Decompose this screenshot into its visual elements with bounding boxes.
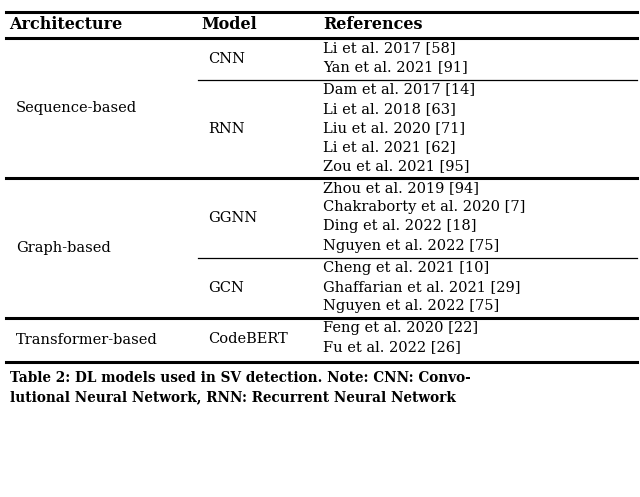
Text: Li et al. 2021 [62]: Li et al. 2021 [62] (323, 140, 456, 154)
Text: Graph-based: Graph-based (16, 241, 111, 255)
Text: RNN: RNN (208, 122, 244, 136)
Text: Zou et al. 2021 [95]: Zou et al. 2021 [95] (323, 159, 470, 173)
Text: Transformer-based: Transformer-based (16, 333, 157, 347)
Text: Sequence-based: Sequence-based (16, 101, 137, 115)
Text: GGNN: GGNN (208, 211, 257, 225)
Text: Feng et al. 2020 [22]: Feng et al. 2020 [22] (323, 321, 478, 335)
Text: Fu et al. 2022 [26]: Fu et al. 2022 [26] (323, 340, 461, 354)
Text: References: References (323, 16, 422, 33)
Text: Dam et al. 2017 [14]: Dam et al. 2017 [14] (323, 83, 476, 96)
Text: Model: Model (202, 16, 257, 33)
Text: Architecture: Architecture (10, 16, 123, 33)
Text: GCN: GCN (208, 281, 244, 295)
Text: Cheng et al. 2021 [10]: Cheng et al. 2021 [10] (323, 260, 490, 275)
Text: Chakraborty et al. 2020 [7]: Chakraborty et al. 2020 [7] (323, 200, 525, 214)
Text: Table 2: DL models used in SV detection. Note: CNN: Convo-
lutional Neural Netwo: Table 2: DL models used in SV detection.… (10, 371, 470, 404)
Text: Ghaffarian et al. 2021 [29]: Ghaffarian et al. 2021 [29] (323, 280, 521, 294)
Text: CodeBERT: CodeBERT (208, 331, 288, 346)
Text: Liu et al. 2020 [71]: Liu et al. 2020 [71] (323, 121, 465, 135)
Text: Yan et al. 2021 [91]: Yan et al. 2021 [91] (323, 61, 468, 75)
Text: Nguyen et al. 2022 [75]: Nguyen et al. 2022 [75] (323, 299, 499, 313)
Text: Nguyen et al. 2022 [75]: Nguyen et al. 2022 [75] (323, 239, 499, 252)
Text: CNN: CNN (208, 52, 245, 66)
Text: Li et al. 2017 [58]: Li et al. 2017 [58] (323, 41, 456, 55)
Text: Li et al. 2018 [63]: Li et al. 2018 [63] (323, 101, 456, 116)
Text: Zhou et al. 2019 [94]: Zhou et al. 2019 [94] (323, 181, 479, 195)
Text: Ding et al. 2022 [18]: Ding et al. 2022 [18] (323, 220, 477, 234)
